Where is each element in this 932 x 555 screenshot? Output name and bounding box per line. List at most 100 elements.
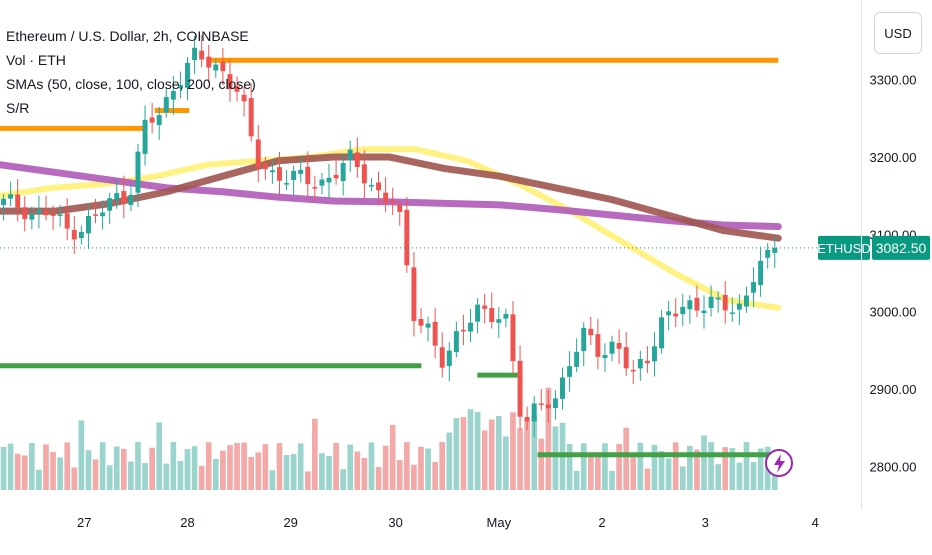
volume-bar [637,442,644,490]
candle-body [57,214,63,216]
x-tick-label: 29 [283,515,297,530]
candle-body [460,329,466,332]
volume-bar [595,454,601,490]
candle-body [425,323,431,328]
candle-body [241,94,247,102]
volume-bar [156,422,163,490]
x-tick-label: 30 [388,515,402,530]
volume-bar [545,387,552,490]
candle-body [531,403,537,422]
volume-bar [177,460,184,490]
candle-body [43,210,49,216]
volume-bar [135,442,141,490]
volume-bar [276,443,283,490]
volume-bar [354,451,361,490]
candle-body [715,297,721,300]
volume-bar [326,455,332,490]
volume-bar [672,442,679,490]
volume-bar [460,417,467,490]
candle-body [765,249,771,258]
candle-body [772,247,778,253]
lightning-icon[interactable] [765,449,793,477]
y-tick-label: 2800.00 [870,459,917,474]
volume-bar [616,443,622,490]
candle-body [100,212,106,217]
volume-bar [212,458,219,490]
volume-bar [85,450,92,490]
volume-bar [396,459,403,490]
candle-body [446,350,452,367]
candle-body [609,341,615,354]
candle-body [185,62,190,88]
volume-bar [481,430,488,490]
candle-body [78,231,84,239]
volume-bar [368,442,375,490]
legend-volume[interactable]: Vol · ETH [6,52,66,68]
candle-body [107,198,113,211]
candle-body [227,74,233,90]
volume-bar [198,465,205,490]
candle-body [135,151,141,193]
candle-body [630,369,636,372]
legend-sr[interactable]: S/R [6,100,30,116]
candle-body [439,347,445,368]
candle-body [751,282,757,293]
candle-body [694,297,700,311]
legend-smas[interactable]: SMAs (50, close, 100, close, 200, close) [6,76,256,92]
candle-body [298,169,304,174]
volume-bar [439,442,446,490]
candle-body [128,194,134,205]
volume-bar [757,448,764,490]
candle-body [418,318,424,326]
volume-bar [21,455,28,490]
candle-body [220,61,226,72]
candle-body [644,360,650,364]
volume-bar [262,444,269,490]
candle-body [673,313,679,317]
volume-bar [517,428,523,490]
volume-bar [184,449,191,490]
volume-bar [665,458,672,490]
candle-body [156,115,162,126]
volume-bar [0,447,7,490]
currency-button[interactable]: USD [874,12,922,54]
candle-body [432,321,438,346]
legend-symbol[interactable]: Ethereum / U.S. Dollar, 2h, COINBASE [6,28,249,44]
volume-bars [0,387,778,490]
candle-body [595,334,601,357]
volume-bar [255,452,262,490]
last-price-tag: ETHUSD 3082.50 [817,235,930,260]
volume-bar [99,442,106,490]
volume-bar [679,466,686,490]
volume-bar [630,456,637,490]
candle-body [567,366,573,377]
volume-bar [411,464,417,490]
volume-bar [191,446,198,490]
volume-bar [715,464,721,490]
volume-bar [241,442,247,490]
volume-bar [78,420,85,490]
candle-body [36,209,42,214]
candle-body [163,97,169,113]
candle-body [284,183,290,185]
candle-body [581,327,587,352]
volume-bar [347,444,354,490]
x-tick-label: May [487,515,512,530]
candle-body [15,194,21,208]
last-price-box [872,235,930,260]
candlesticks [1,35,778,437]
chart-legend: Ethereum / U.S. Dollar, 2h, COINBASE Vol… [6,24,256,120]
volume-bar [304,471,311,490]
candle-body [361,164,367,184]
volume-bar [418,446,424,490]
volume-bar [573,470,580,490]
candle-body [170,90,176,100]
volume-bar [750,462,757,490]
y-tick-label: 2900.00 [870,382,917,397]
x-tick-label: 3 [702,515,709,530]
candle-body [701,310,707,314]
candle-body [305,166,311,185]
candle-body [390,200,396,203]
